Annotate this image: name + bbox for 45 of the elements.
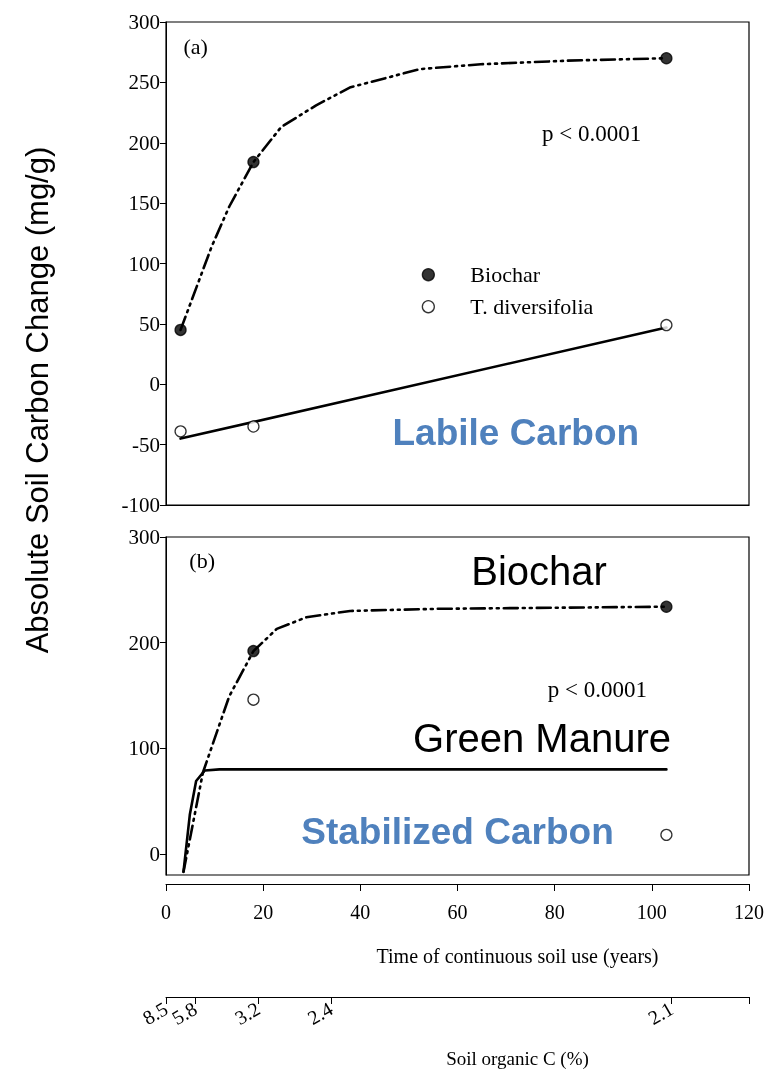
annotation: p < 0.0001 [541,120,642,146]
y-tick-label: -50 [132,432,160,457]
series-label: Green Manure [413,716,671,761]
text: 3.2 [230,997,264,1030]
x-axis-title: Time of continuous soil use (years) [376,945,659,968]
y-tick-label: 150 [128,191,160,216]
y-tick-label: 100 [128,251,160,276]
x-tick-label: 80 [544,901,565,923]
y-tick-label: 300 [128,525,160,549]
y-tick-label: 250 [128,70,160,95]
y-tick-label: 300 [128,10,160,34]
y-tick-label: 200 [128,130,160,155]
x2-axis-title: Soil organic C (%) [446,1048,589,1070]
y-tick-label: 50 [139,311,160,336]
point [660,318,673,332]
y-tick-label: -100 [121,493,160,517]
y-tick-label: 100 [128,736,160,761]
x-tick-label: 40 [350,901,371,923]
text: 2.1 [644,997,677,1030]
point [247,420,260,433]
series-label: Biochar [471,548,607,593]
point [660,52,673,65]
point [174,323,187,337]
annotation: (b) [189,548,215,574]
x-tick-label: 100 [636,901,667,923]
x-tick-label: 60 [447,901,468,923]
y-tick-label: 0 [149,841,160,866]
point [174,425,187,438]
legend-label: T. diversifolia [470,294,594,320]
text: 2.4 [303,997,337,1030]
annotation: Labile Carbon [392,412,640,454]
y-tick-label: 200 [128,630,160,655]
annotation: p < 0.0001 [547,676,648,702]
point [660,600,673,613]
x-tick-label: 20 [253,901,274,923]
legend-label: Biochar [470,262,541,288]
annotation: (a) [183,33,208,59]
annotation: Stabilized Carbon [301,810,614,852]
point [247,693,260,706]
point [247,644,260,658]
x-tick-label: 120 [734,901,764,923]
y-axis-title: Absolute Soil Carbon Change (mg/g) [20,146,56,654]
point [660,828,673,842]
point [247,155,260,169]
y-tick-label: 0 [149,372,160,397]
